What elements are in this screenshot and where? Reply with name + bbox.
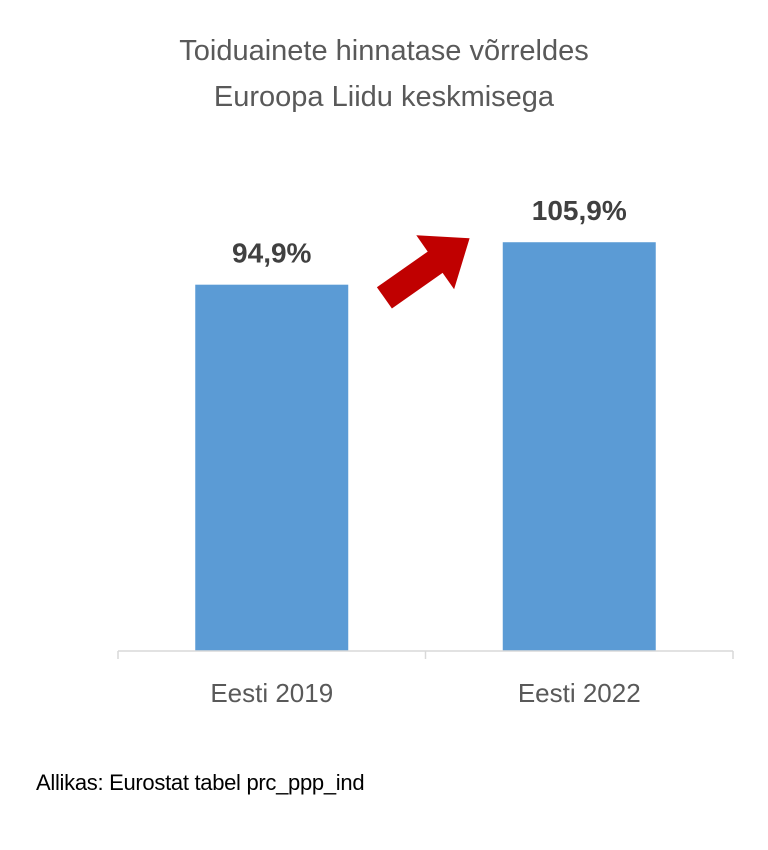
- data-label-2: 105,9%: [532, 195, 627, 226]
- data-label-1: 94,9%: [232, 238, 311, 269]
- bar-1: [195, 284, 349, 651]
- increase-arrow-icon: [376, 235, 470, 309]
- chart-title-line-2: Euroopa Liidu keskmisega: [213, 81, 555, 113]
- x-axis: [117, 650, 734, 659]
- x-tick-label-2: Eesti 2022: [518, 678, 641, 708]
- chart-title-line-1: Toiduainete hinnatase võrreldes: [179, 35, 589, 67]
- bar-2: [502, 242, 656, 651]
- bars-layer: [195, 242, 656, 651]
- labels-layer: 94,9% Eesti 2019 105,9% Eesti 2022: [210, 195, 640, 708]
- annotation-layer: [376, 235, 470, 309]
- x-tick-label-1: Eesti 2019: [210, 678, 333, 708]
- chart-title: Toiduainete hinnatase võrreldes Euroopa …: [0, 28, 768, 120]
- source-note: Allikas: Eurostat tabel prc_ppp_ind: [36, 770, 365, 795]
